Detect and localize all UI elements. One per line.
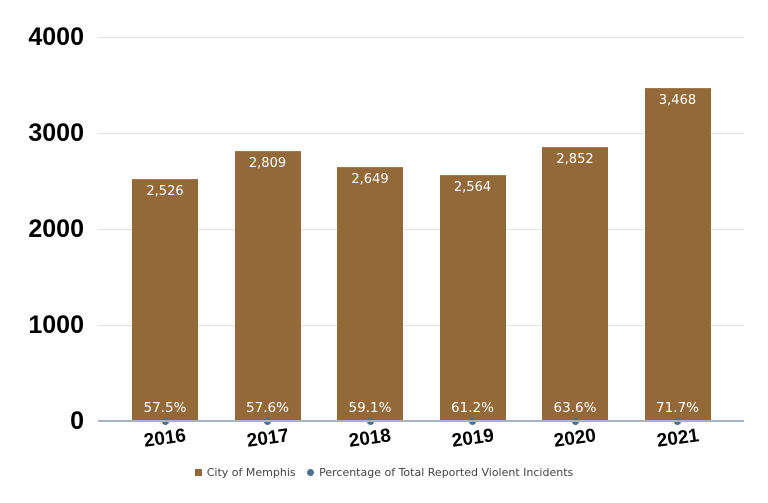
legend-label-percentage: Percentage of Total Reported Violent Inc… [319, 466, 574, 479]
bar-2020[interactable]: 2,852 63.6% [542, 147, 608, 425]
percentage-label: 63.6% [553, 400, 597, 416]
y-tick-1000: 1000 [28, 311, 84, 339]
bar-swatch-icon [194, 469, 202, 476]
y-tick-3000: 3000 [28, 119, 84, 147]
legend: City of Memphis Percentage of Total Repo… [0, 466, 768, 479]
percentage-label: 71.7% [656, 400, 699, 416]
bar-2016[interactable]: 2,526 57.5% [132, 179, 198, 425]
bar-value-label: 2,649 [351, 172, 389, 187]
bar-2021[interactable]: 3,468 71.7% [644, 88, 711, 425]
gridline-2000 [98, 229, 744, 230]
bar-2018[interactable]: 2,649 59.1% [337, 167, 403, 425]
bar-value-label: 2,852 [556, 152, 594, 167]
bar-2017[interactable]: 2,809 57.6% [234, 151, 301, 425]
dot-swatch-icon [307, 469, 315, 476]
percentage-label: 57.6% [246, 400, 289, 416]
bar-2019[interactable]: 2,564 61.2% [439, 175, 506, 425]
x-axis-line [98, 420, 744, 422]
x-tick-2019: 2019 [450, 425, 495, 452]
plot-area: 2,526 57.5% 2,809 57.6% 2,649 59.1% 2,564 61.2%… [98, 37, 744, 425]
legend-label-city: City of Memphis [206, 466, 296, 479]
x-tick-2018: 2018 [347, 425, 393, 452]
legend-item-percentage[interactable]: Percentage of Total Reported Violent Inc… [307, 466, 573, 479]
percentage-label: 57.5% [143, 400, 187, 416]
x-tick-2016: 2016 [142, 425, 188, 452]
x-tick-2020: 2020 [552, 425, 598, 452]
legend-item-city[interactable]: City of Memphis [194, 466, 296, 479]
y-tick-2000: 2000 [28, 215, 84, 243]
percentage-label: 59.1% [348, 400, 392, 416]
gridline-4000 [98, 37, 744, 38]
gridline-3000 [98, 133, 744, 134]
x-tick-2017: 2017 [245, 425, 290, 452]
bar-value-label: 3,468 [658, 93, 697, 108]
bar-value-label: 2,526 [146, 184, 184, 199]
y-tick-4000: 4000 [28, 23, 84, 51]
percentage-label: 61.2% [451, 400, 494, 416]
bar-value-label: 2,564 [453, 180, 492, 195]
y-tick-0: 0 [70, 407, 84, 435]
bar-value-label: 2,809 [248, 156, 287, 171]
x-tick-2021: 2021 [655, 425, 700, 452]
gridline-1000 [98, 325, 744, 326]
